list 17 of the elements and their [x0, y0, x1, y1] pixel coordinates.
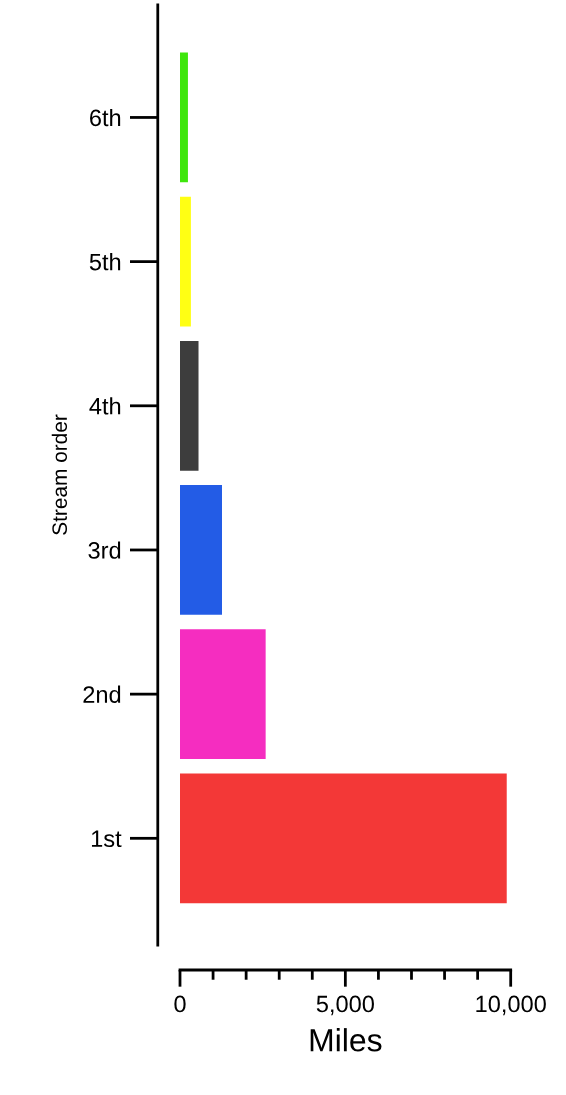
x-tick-label: 10,000	[476, 995, 546, 1016]
bar	[180, 773, 507, 904]
y-tick-label: 2nd	[83, 685, 121, 703]
y-tick-label: 4th	[89, 397, 121, 415]
y-axis-title: Stream order	[51, 414, 68, 535]
x-axis-title: Miles	[310, 1028, 382, 1052]
bar	[180, 629, 266, 760]
bar	[180, 485, 222, 615]
y-tick-label: 6th	[90, 108, 121, 127]
x-tick-label: 5,000	[316, 995, 374, 1016]
bar	[180, 52, 188, 183]
y-tick-label: 3rd	[88, 541, 121, 559]
y-tick-label: 1st	[91, 830, 122, 848]
bar	[180, 196, 191, 327]
y-tick-label: 5th	[89, 253, 121, 271]
bar	[180, 340, 199, 471]
x-tick-label: 0	[174, 995, 186, 1013]
